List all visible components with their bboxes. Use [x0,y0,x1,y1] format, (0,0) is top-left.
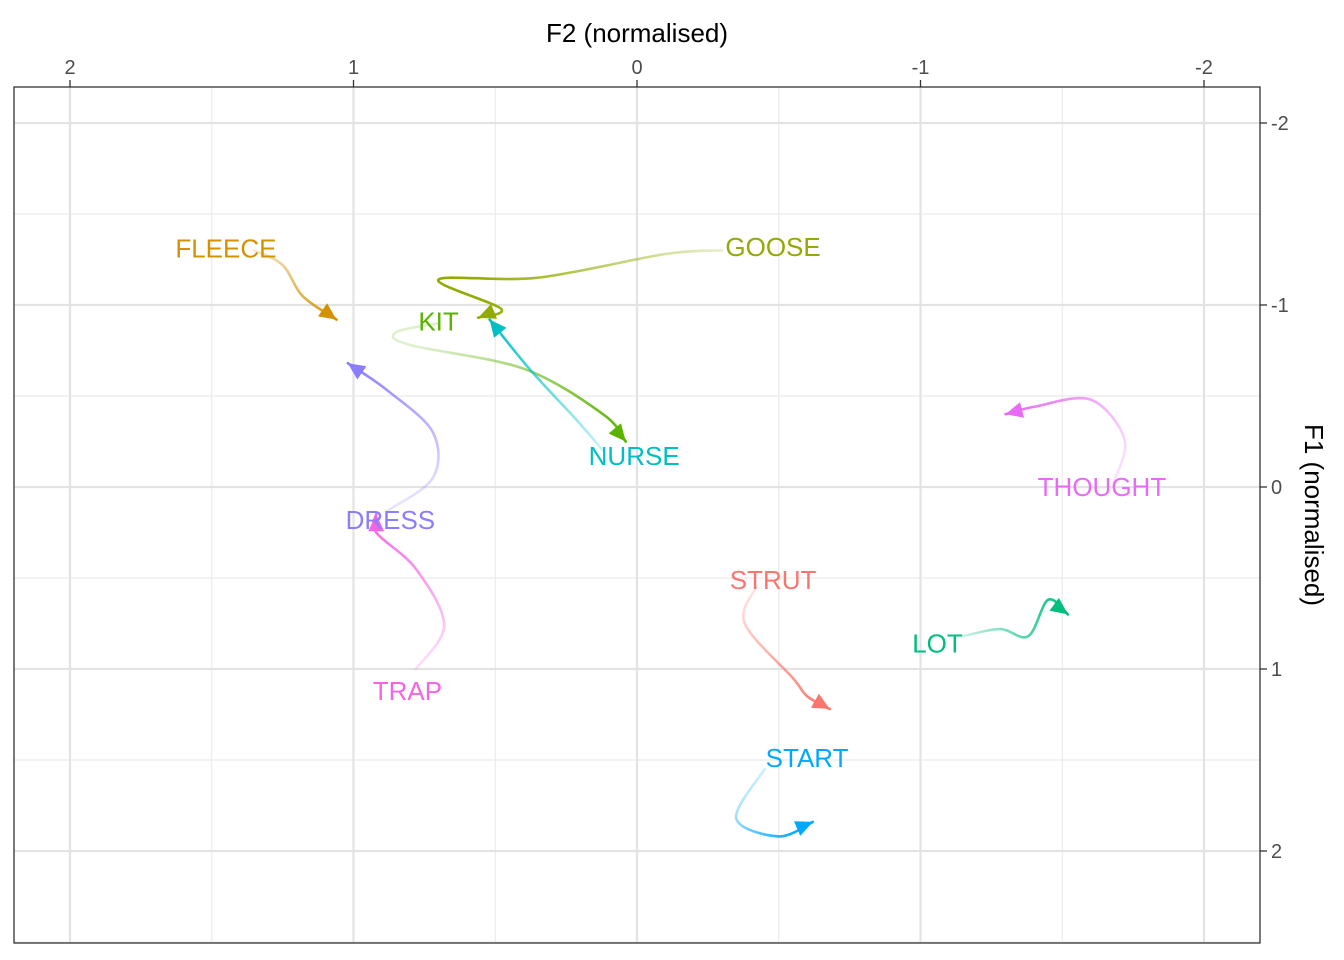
y-axis-right: -2 -1 0 1 2 [1260,113,1289,863]
vowel-label-strut: STRUT [730,565,817,595]
arrowhead-strut [811,693,830,709]
arrowhead-thought [1005,402,1024,418]
y-tick-label: 0 [1271,477,1282,499]
x-tick-label: 0 [631,57,642,79]
vowel-label-trap: TRAP [373,676,442,706]
y-axis-title: F1 (normalised) [1299,424,1329,606]
x-tick-label: -1 [912,57,930,79]
arrowhead-goose [478,304,497,319]
trajectory-thought [1004,396,1127,485]
arrowhead-dress [347,363,367,380]
trajectory-series [253,249,1127,838]
x-axis-top: 2 1 0 -1 -2 [64,57,1213,87]
arrowhead-fleece [318,303,337,320]
arrowhead-start [794,821,813,836]
trajectory-goose [437,249,724,319]
vowel-label-goose: GOOSE [725,232,820,262]
y-tick-label: -2 [1271,113,1289,135]
trajectory-strut [742,585,832,711]
trajectory-fleece [253,249,338,321]
vowel-label-nurse: NURSE [589,441,680,471]
x-tick-label: -2 [1195,57,1213,79]
y-tick-label: 2 [1271,841,1282,863]
arrowhead-trap [368,514,385,532]
vowel-label-lot: LOT [912,629,963,659]
arrowhead-nurse [489,319,507,338]
trajectory-nurse [488,318,605,452]
vowel-label-start: START [766,743,849,773]
x-tick-label: 2 [64,57,75,79]
y-tick-label: 1 [1271,659,1282,681]
x-tick-label: 1 [348,57,359,79]
trajectory-dress [346,361,440,512]
vowel-label-kit: KIT [418,306,459,336]
y-tick-label: -1 [1271,295,1289,317]
vowel-label-thought: THOUGHT [1038,472,1167,502]
vowel-label-dress: DRESS [346,505,436,535]
trajectory-lot [961,598,1070,639]
vowel-labels: FLEECE GOOSE KIT NURSE DRESS TRAP STRUT START LO… [175,232,1166,773]
trajectory-kit [391,321,627,443]
arrowhead-lot [1049,597,1068,615]
x-axis-title: F2 (normalised) [546,18,728,48]
grid-lines [14,87,1260,943]
arrowhead-kit [608,423,626,442]
vowel-label-fleece: FLEECE [175,234,276,264]
